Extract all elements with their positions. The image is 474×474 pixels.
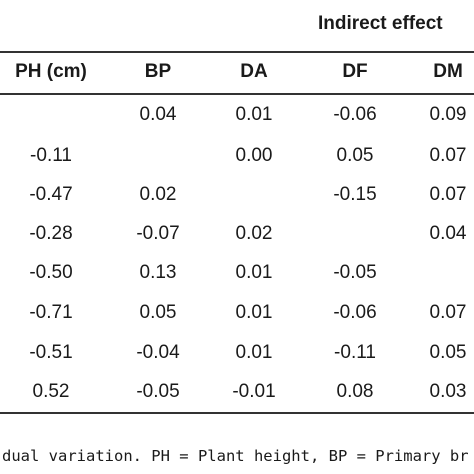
cell-ph: -0.71 xyxy=(29,302,73,323)
indirect-effect-header: Indirect effect xyxy=(318,13,443,34)
cell-dm: 0.04 xyxy=(429,223,467,244)
cell-dm: 0.03 xyxy=(429,381,467,402)
cell-df: -0.06 xyxy=(333,104,377,125)
cell-dm: 0.09 xyxy=(429,104,467,125)
cell-ph xyxy=(1,103,101,127)
cell-ph: -0.47 xyxy=(29,184,73,205)
df-header: DF xyxy=(342,61,368,82)
cell-df: -0.06 xyxy=(333,302,377,323)
cell-da: 0.01 xyxy=(235,104,273,125)
bottom-rule xyxy=(0,412,474,414)
cell-dm xyxy=(408,261,474,285)
cell-df: -0.15 xyxy=(333,184,377,205)
ph-header: PH (cm) xyxy=(15,61,87,82)
cell-da xyxy=(214,183,294,207)
cell-df: 0.08 xyxy=(336,381,374,402)
cell-da: 0.01 xyxy=(235,262,273,283)
cell-da: -0.01 xyxy=(232,381,276,402)
header-rule xyxy=(0,93,474,95)
cell-ph: -0.51 xyxy=(29,342,73,363)
cell-bp: 0.02 xyxy=(139,184,177,205)
cell-ph: -0.50 xyxy=(29,262,73,283)
cell-bp: 0.13 xyxy=(139,262,177,283)
cell-ph: -0.11 xyxy=(30,145,72,166)
cell-df: -0.11 xyxy=(334,342,376,363)
cell-ph: 0.52 xyxy=(32,381,70,402)
cell-bp xyxy=(113,144,203,168)
cell-bp: -0.07 xyxy=(136,223,180,244)
cell-bp: 0.05 xyxy=(139,302,177,323)
cell-da: 0.02 xyxy=(235,223,273,244)
cell-dm: 0.07 xyxy=(429,145,467,166)
top-rule xyxy=(0,51,474,53)
table-footnote: dual variation. PH = Plant height, BP = … xyxy=(2,447,469,465)
cell-da: 0.01 xyxy=(235,302,273,323)
dm-header: DM xyxy=(433,61,463,82)
cell-bp: 0.04 xyxy=(139,104,177,125)
cell-df xyxy=(310,222,400,246)
cell-bp: -0.04 xyxy=(136,342,180,363)
cell-dm: 0.05 xyxy=(429,342,467,363)
cell-ph: -0.28 xyxy=(29,223,73,244)
cell-da: 0.00 xyxy=(235,145,273,166)
cell-bp: -0.05 xyxy=(136,381,180,402)
cell-df: -0.05 xyxy=(333,262,377,283)
bp-header: BP xyxy=(144,61,172,82)
cell-da: 0.01 xyxy=(235,342,273,363)
da-header: DA xyxy=(240,61,268,82)
cell-dm: 0.07 xyxy=(429,184,467,205)
cell-df: 0.05 xyxy=(336,145,374,166)
cell-dm: 0.07 xyxy=(429,302,467,323)
